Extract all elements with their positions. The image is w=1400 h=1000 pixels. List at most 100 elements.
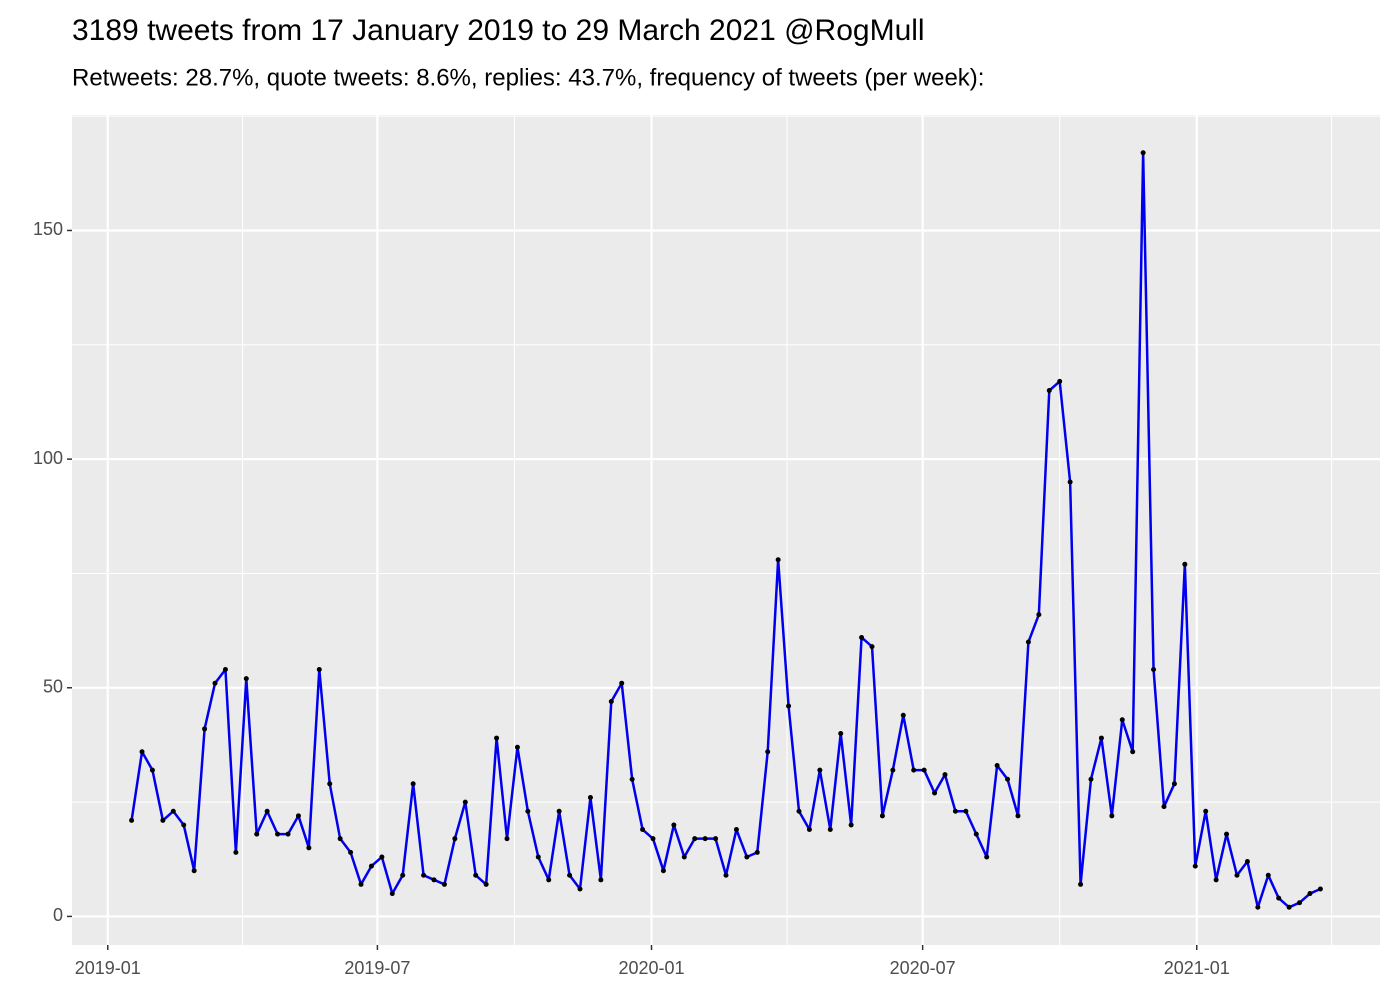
point	[1036, 612, 1042, 618]
chart-title: 3189 tweets from 17 January 2019 to 29 M…	[72, 14, 925, 47]
point	[671, 822, 677, 828]
point	[473, 872, 479, 878]
point	[1203, 808, 1209, 814]
point	[1265, 872, 1271, 878]
point	[692, 836, 698, 842]
point	[1171, 781, 1177, 787]
point	[1192, 863, 1198, 869]
point	[1140, 150, 1146, 156]
point	[1078, 881, 1084, 887]
point	[786, 703, 792, 709]
point	[1130, 749, 1136, 755]
point	[170, 808, 176, 814]
point	[650, 836, 656, 842]
x-tick-label: 2020-07	[890, 958, 956, 978]
point	[723, 872, 729, 878]
point	[1151, 666, 1157, 672]
point	[640, 827, 646, 833]
point	[556, 808, 562, 814]
point	[1213, 877, 1219, 883]
point	[462, 799, 468, 805]
point	[222, 666, 228, 672]
point	[181, 822, 187, 828]
point	[254, 831, 260, 837]
point	[1109, 813, 1115, 819]
point	[139, 749, 145, 755]
point	[806, 827, 812, 833]
y-tick-label: 150	[33, 219, 63, 239]
point	[567, 872, 573, 878]
point	[275, 831, 281, 837]
point	[921, 767, 927, 773]
point	[504, 836, 510, 842]
point	[879, 813, 885, 819]
point	[358, 881, 364, 887]
point	[1161, 804, 1167, 810]
point	[431, 877, 437, 883]
point	[1234, 872, 1240, 878]
point	[744, 854, 750, 860]
point	[1057, 378, 1063, 384]
point	[932, 790, 938, 796]
point	[681, 854, 687, 860]
point	[1182, 561, 1188, 567]
point	[494, 735, 500, 741]
point	[421, 872, 427, 878]
point	[1297, 900, 1303, 906]
point	[243, 676, 249, 682]
point	[1119, 717, 1125, 723]
point	[838, 730, 844, 736]
point	[577, 886, 583, 892]
point	[546, 877, 552, 883]
point	[660, 868, 666, 874]
point	[129, 817, 135, 823]
point	[337, 836, 343, 842]
point	[514, 744, 520, 750]
chart-subtitle: Retweets: 28.7%, quote tweets: 8.6%, rep…	[72, 64, 984, 91]
point	[1224, 831, 1230, 837]
point	[233, 849, 239, 855]
point	[389, 891, 395, 897]
point	[1067, 479, 1073, 485]
point	[1317, 886, 1323, 892]
point	[441, 881, 447, 887]
x-tick-label: 2021-01	[1164, 958, 1230, 978]
point	[525, 808, 531, 814]
point	[1276, 895, 1282, 901]
point	[598, 877, 604, 883]
panel	[72, 115, 1380, 945]
point	[942, 772, 948, 778]
point	[295, 813, 301, 819]
y-tick-label: 100	[33, 448, 63, 468]
point	[796, 808, 802, 814]
point	[316, 666, 322, 672]
point	[984, 854, 990, 860]
point	[973, 831, 979, 837]
point	[285, 831, 291, 837]
point	[452, 836, 458, 842]
point	[765, 749, 771, 755]
point	[212, 680, 218, 686]
point	[713, 836, 719, 842]
point	[733, 827, 739, 833]
point	[629, 776, 635, 782]
point	[827, 827, 833, 833]
point	[963, 808, 969, 814]
point	[1088, 776, 1094, 782]
point	[1255, 904, 1261, 910]
point	[410, 781, 416, 787]
point	[587, 795, 593, 801]
point	[1098, 735, 1104, 741]
point	[952, 808, 958, 814]
point	[1015, 813, 1021, 819]
point	[379, 854, 385, 860]
point	[817, 767, 823, 773]
point	[1286, 904, 1292, 910]
point	[483, 881, 489, 887]
point	[202, 726, 208, 732]
point	[702, 836, 708, 842]
point	[191, 868, 197, 874]
point	[368, 863, 374, 869]
